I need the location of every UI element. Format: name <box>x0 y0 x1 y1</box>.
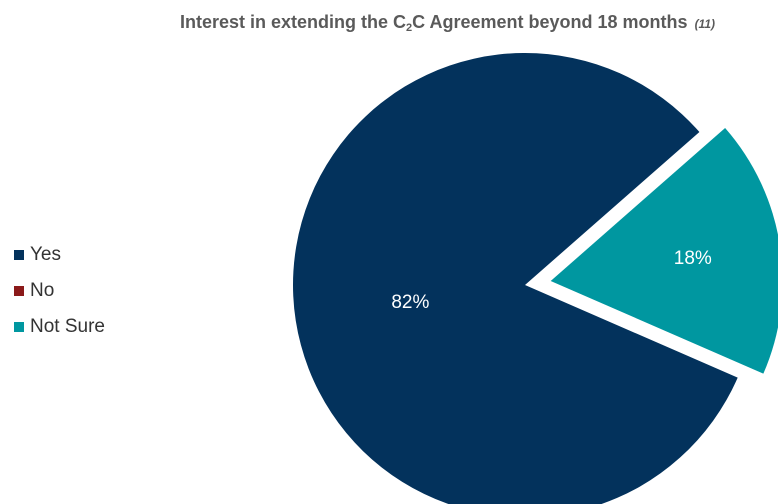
chart-title-main: Interest in extending the C <box>180 12 407 32</box>
legend-swatch-not-sure <box>14 322 24 332</box>
legend-label-yes: Yes <box>30 244 61 265</box>
chart-legend: Yes No Not Sure <box>14 237 105 345</box>
pie-slice-not-sure <box>550 128 778 374</box>
chart-title-subscript: 2 <box>406 22 413 34</box>
chart-title-note: (11) <box>694 17 716 31</box>
legend-item-no: No <box>14 273 105 309</box>
data-label-not-sure: 18% <box>674 248 712 269</box>
pie-slices <box>293 53 778 504</box>
legend-item-not-sure: Not Sure <box>14 309 105 345</box>
legend-swatch-yes <box>14 250 24 260</box>
chart-title: Interest in extending the C2C Agreement … <box>0 12 778 34</box>
pie-slice-yes <box>293 53 738 504</box>
legend-item-yes: Yes <box>14 237 105 273</box>
pie-labels: 18% 82% <box>391 248 712 313</box>
legend-swatch-no <box>14 286 24 296</box>
legend-label-not-sure: Not Sure <box>30 316 105 337</box>
legend-label-no: No <box>30 280 55 301</box>
chart-title-rest: C Agreement beyond 18 months <box>412 12 688 32</box>
data-label-yes: 82% <box>391 292 429 313</box>
